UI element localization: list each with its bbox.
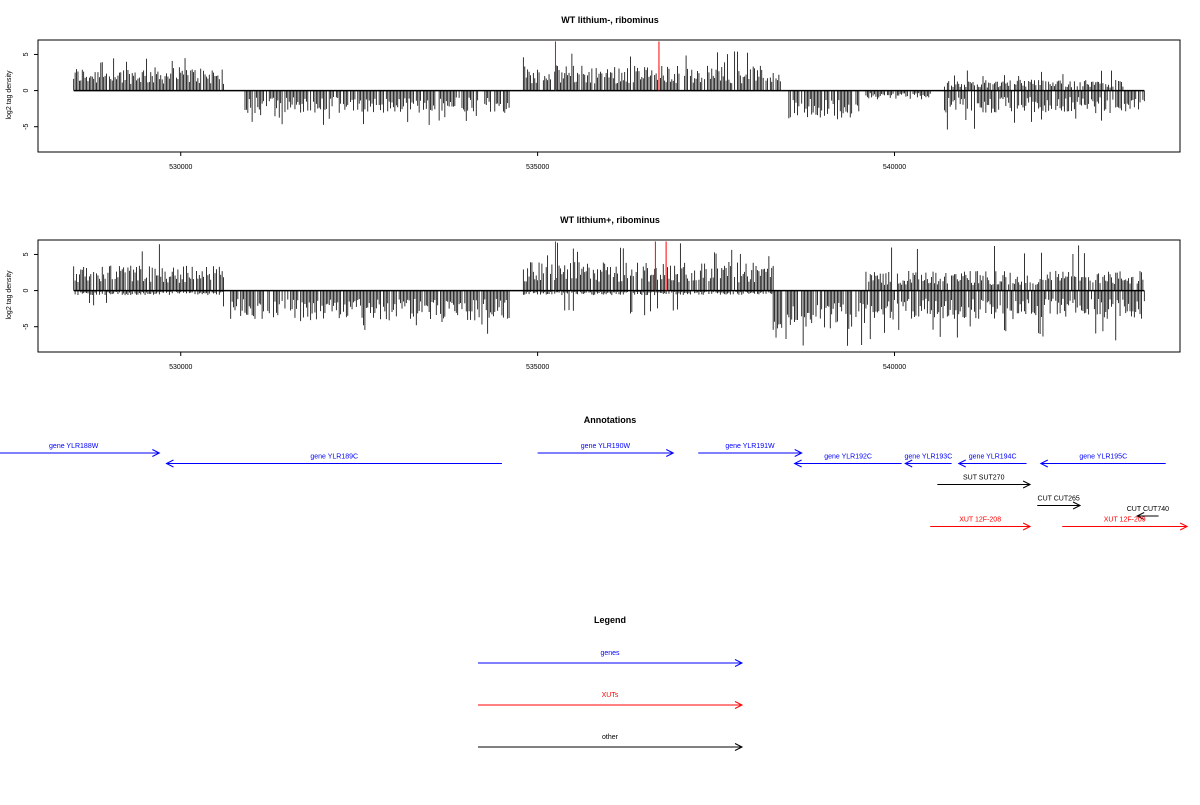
y-tick-label: 0 [23, 289, 30, 293]
y-tick-label: -5 [23, 123, 30, 129]
y-axis-label: log2 tag density [6, 70, 13, 120]
x-tick-label: 540000 [883, 364, 906, 371]
panel-title: WT lithium-, ribominus [561, 15, 659, 25]
annotation-arrow: gene YLR188W [0, 443, 161, 457]
annotation-label: gene YLR191W [725, 443, 775, 450]
annotation-arrow: gene YLR192C [793, 454, 902, 468]
annotation-arrow: XUT 12F-209 [1062, 517, 1189, 531]
plot-frame [37, 239, 1181, 353]
legend: Legend genes XUTs other [478, 615, 744, 751]
y-axis: -5 0 5 [23, 252, 38, 330]
annotation-arrow: SUT SUT270 [937, 475, 1032, 489]
x-axis: 530000 535000 540000 [169, 152, 906, 171]
annotation-arrow: gene YLR195C [1039, 454, 1166, 468]
annotation-label: gene YLR195C [1079, 454, 1127, 461]
annotation-arrow: gene YLR191W [698, 443, 803, 457]
annotation-label: SUT SUT270 [963, 475, 1005, 482]
annotation-features: gene YLR188W gene YLR189C gene YLR190W gene… [0, 443, 1189, 531]
annotation-arrow: XUT 12F-208 [930, 517, 1032, 531]
plot-frame [37, 39, 1181, 153]
annotation-label: gene YLR190W [581, 443, 631, 450]
annotation-arrow: gene YLR194C [957, 454, 1027, 468]
coverage-panel-lithium-plus: WT lithium+, ribominus log2 tag density … [6, 215, 1181, 371]
legend-label: XUTs [602, 692, 619, 699]
x-tick-label: 535000 [526, 364, 549, 371]
annotations-title: Annotations [584, 415, 637, 425]
coverage-bars [73, 41, 1145, 130]
y-tick-label: 5 [23, 52, 30, 56]
coverage-bars [73, 241, 1145, 346]
y-axis: -5 0 5 [23, 52, 38, 130]
annotation-label: gene YLR189C [310, 454, 358, 461]
annotation-arrow: gene YLR193C [904, 454, 953, 468]
y-tick-label: 0 [23, 89, 30, 93]
legend-entry-gene: genes [478, 650, 744, 667]
coverage-panel-lithium-minus: WT lithium-, ribominus log2 tag density … [6, 15, 1181, 171]
annotation-label: gene YLR193C [905, 454, 953, 461]
annotation-label: CUT CUT740 [1127, 506, 1169, 513]
panel-title: WT lithium+, ribominus [560, 215, 660, 225]
y-tick-label: 5 [23, 252, 30, 256]
annotation-arrow: gene YLR190W [537, 443, 675, 457]
annotation-arrow: CUT CUT265 [1037, 496, 1082, 510]
x-tick-label: 530000 [169, 364, 192, 371]
x-tick-label: 530000 [169, 164, 192, 171]
annotation-label: gene YLR188W [49, 443, 99, 450]
y-tick-label: -5 [23, 323, 30, 329]
annotation-label: CUT CUT265 [1038, 496, 1080, 503]
x-tick-label: 535000 [526, 164, 549, 171]
annotation-arrow: gene YLR189C [165, 454, 502, 468]
legend-label: genes [600, 650, 620, 657]
legend-entry-other: other [478, 734, 744, 751]
x-tick-label: 540000 [883, 164, 906, 171]
y-axis-label: log2 tag density [6, 270, 13, 320]
annotation-label: XUT 12F-208 [959, 517, 1001, 524]
legend-title: Legend [594, 615, 626, 625]
annotation-label: gene YLR194C [969, 454, 1017, 461]
annotation-label: XUT 12F-209 [1104, 517, 1146, 524]
legend-entry-xut: XUTs [478, 692, 744, 709]
annotation-arrow: CUT CUT740 [1127, 506, 1169, 520]
x-axis: 530000 535000 540000 [169, 352, 906, 371]
legend-entries: genes XUTs other [478, 650, 744, 751]
annotation-label: gene YLR192C [824, 454, 872, 461]
legend-label: other [602, 734, 619, 741]
